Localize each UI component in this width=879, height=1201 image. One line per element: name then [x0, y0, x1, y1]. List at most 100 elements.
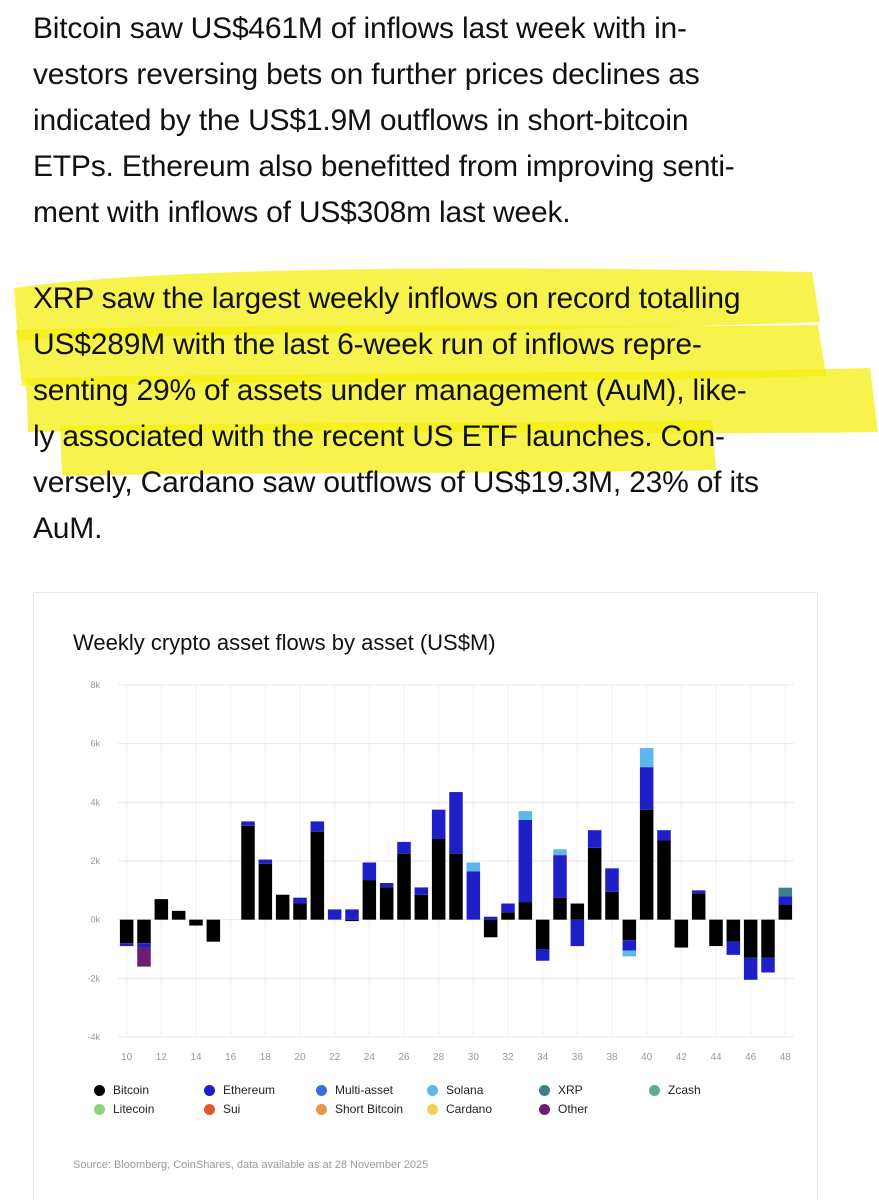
bar-segment-solana — [466, 862, 481, 872]
bar-segment-bitcoin — [345, 919, 359, 922]
x-tick-label: 26 — [398, 1052, 410, 1063]
paragraph-line: ETPs. Ethereum also benefitted from impr… — [33, 150, 735, 183]
bar-segment-bitcoin — [553, 897, 567, 920]
bar-segment-ethereum — [639, 767, 654, 810]
bar-segment-ethereum — [310, 821, 325, 832]
legend-label: Ethereum — [223, 1083, 276, 1097]
x-tick-label: 30 — [468, 1052, 480, 1063]
paragraph-line: ment with inflows of US$308m last week. — [33, 196, 571, 229]
x-tick-label: 44 — [710, 1052, 722, 1063]
bar-segment-ethereum — [466, 871, 481, 920]
bar-segment-ethereum — [726, 941, 741, 955]
y-tick-label: 8k — [90, 680, 100, 690]
bar-segment-bitcoin — [275, 894, 290, 920]
bar-segment-bitcoin — [674, 919, 689, 948]
legend-swatch — [316, 1084, 327, 1096]
x-tick-label: 22 — [329, 1052, 341, 1063]
bar-segment-ethereum — [622, 940, 637, 951]
legend-swatch — [649, 1084, 660, 1096]
x-tick-label: 34 — [537, 1052, 549, 1063]
bar-segment-bitcoin — [379, 887, 394, 920]
x-tick-label: 48 — [780, 1052, 792, 1063]
bar-segment-bitcoin — [206, 919, 221, 942]
bar-segment-bitcoin — [622, 919, 637, 941]
bar-segment-bitcoin — [726, 919, 741, 942]
legend-item: Other — [539, 1102, 588, 1116]
bar-segment-ethereum — [605, 868, 619, 892]
legend-label: Litecoin — [113, 1102, 155, 1116]
legend-swatch — [204, 1084, 215, 1096]
legend-label: Cardano — [446, 1102, 493, 1116]
y-tick-label: 2k — [90, 856, 100, 866]
bar-segment-bitcoin — [743, 919, 758, 958]
legend-item: Bitcoin — [94, 1083, 149, 1097]
paragraph-line: XRP saw the largest weekly inflows on re… — [33, 282, 741, 315]
bar-segment-ethereum — [258, 859, 273, 864]
bar-segment-ethereum — [483, 916, 498, 920]
legend-swatch — [94, 1103, 105, 1115]
legend-label: Multi-asset — [335, 1083, 394, 1097]
bar-segment-bitcoin — [154, 899, 169, 920]
legend-label: Short Bitcoin — [335, 1102, 404, 1116]
bar-segment-bitcoin — [397, 853, 411, 920]
x-tick-label: 40 — [641, 1052, 653, 1063]
x-tick-label: 38 — [606, 1052, 618, 1063]
legend-item: Solana — [427, 1083, 483, 1097]
bar-segment-bitcoin — [189, 919, 203, 926]
bar-segment-bitcoin — [293, 903, 307, 920]
bar-segment-ethereum — [241, 821, 255, 826]
paragraph-line: senting 29% of assets under management (… — [33, 374, 747, 407]
legend-item: Ethereum — [204, 1083, 275, 1097]
bar-segment-ethereum — [535, 949, 550, 961]
bar-segment-ethereum — [657, 830, 671, 841]
legend-swatch — [539, 1084, 550, 1096]
x-tick-label: 46 — [745, 1052, 757, 1063]
bar-segment-bitcoin — [605, 891, 619, 920]
bar-segment-solana — [622, 950, 637, 957]
legend-label: Sui — [223, 1102, 241, 1116]
legend-label: Zcash — [668, 1083, 701, 1097]
x-tick-label: 12 — [156, 1052, 168, 1063]
legend-item: Litecoin — [94, 1102, 154, 1116]
x-tick-label: 14 — [190, 1052, 202, 1063]
bar-segment-bitcoin — [657, 840, 671, 920]
bar-segment-bitcoin — [258, 863, 273, 920]
bar-segment-bitcoin — [310, 831, 325, 920]
bar-segment-bitcoin — [431, 839, 446, 920]
bar-segment-bitcoin — [709, 919, 723, 947]
paragraph-line: vestors reversing bets on further prices… — [33, 58, 700, 91]
bar-segment-ethereum — [501, 903, 515, 913]
bar-segment-ethereum — [414, 887, 429, 895]
bar-segment-ethereum — [327, 909, 342, 920]
paragraph-line: versely, Cardano saw outflows of US$19.3… — [33, 466, 759, 499]
bar-segment-ethereum — [449, 792, 463, 854]
y-tick-label: 4k — [90, 797, 100, 807]
bar-segment-ethereum — [397, 841, 411, 854]
bar-segment-bitcoin — [778, 905, 793, 920]
x-tick-label: 32 — [502, 1052, 514, 1063]
bar-segment-bitcoin — [241, 825, 255, 920]
bar-segment-ethereum — [743, 957, 758, 980]
y-tick-label: 6k — [90, 739, 100, 749]
bar-segment-ethereum — [587, 830, 602, 848]
bar-segment-ethereum — [119, 943, 134, 947]
legend-label: Solana — [446, 1083, 484, 1097]
legend-swatch — [204, 1103, 215, 1115]
paragraph-line: US$289M with the last 6-week run of infl… — [33, 328, 702, 361]
bar-segment-bitcoin — [501, 912, 515, 920]
legend-label: Bitcoin — [113, 1083, 150, 1097]
legend-item: Cardano — [427, 1102, 492, 1116]
bar-segment-ethereum — [379, 883, 394, 888]
bar-segment-bitcoin — [761, 919, 775, 958]
bar-segment-ethereum — [137, 943, 151, 948]
x-tick-label: 28 — [433, 1052, 445, 1063]
legend-swatch — [427, 1084, 438, 1096]
chart-legend: Bitcoin Ethereum Multi-asset Solana XRP Zcash… — [94, 1083, 774, 1123]
legend-label: Other — [558, 1102, 589, 1116]
legend-item: Zcash — [649, 1083, 701, 1097]
legend-item: Multi-asset — [316, 1083, 393, 1097]
bar-segment-bitcoin — [639, 809, 654, 920]
legend-label: XRP — [558, 1083, 583, 1097]
bar-segment-other — [137, 947, 151, 967]
legend-swatch — [94, 1084, 105, 1096]
